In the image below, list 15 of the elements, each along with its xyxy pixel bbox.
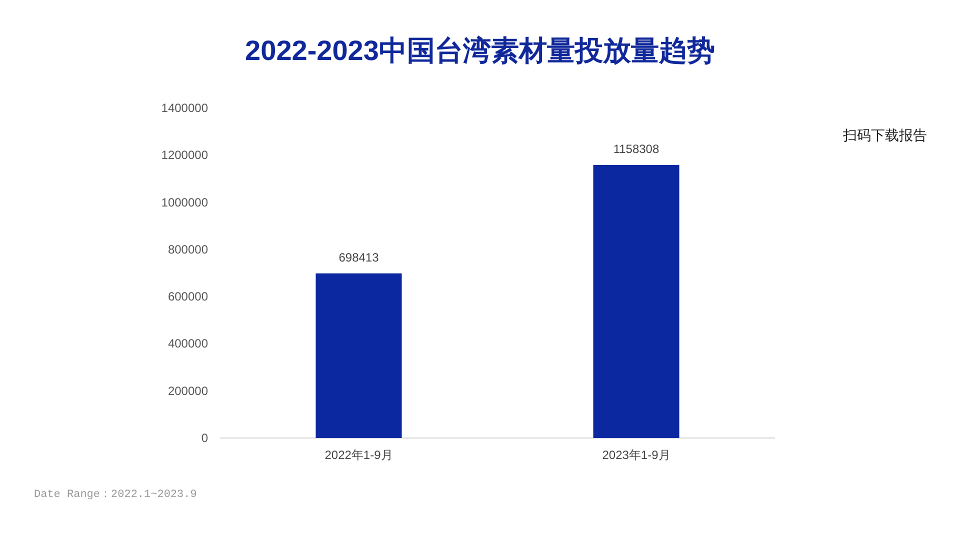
x-tick-label: 2022年1-9月 bbox=[324, 448, 393, 462]
y-tick-label: 1400000 bbox=[161, 101, 208, 115]
y-tick-label: 1200000 bbox=[161, 148, 208, 162]
y-tick-label: 1000000 bbox=[161, 195, 208, 210]
y-tick-label: 600000 bbox=[168, 290, 208, 304]
chart-title: 2022-2023中国台湾素材量投放量趋势 bbox=[245, 35, 715, 66]
y-tick-label: 400000 bbox=[168, 336, 208, 351]
x-tick-label: 2023年1-9月 bbox=[602, 448, 670, 462]
text: Date Range：2022.1~2023.9 bbox=[34, 489, 197, 501]
y-tick-label: 200000 bbox=[168, 384, 208, 398]
y-tick-label: 0 bbox=[201, 431, 208, 445]
y-tick-label: 800000 bbox=[168, 242, 208, 256]
data-label: 698413 bbox=[338, 250, 380, 264]
text: 扫码下载报告 bbox=[842, 127, 927, 143]
data-label: 1158308 bbox=[613, 142, 660, 156]
